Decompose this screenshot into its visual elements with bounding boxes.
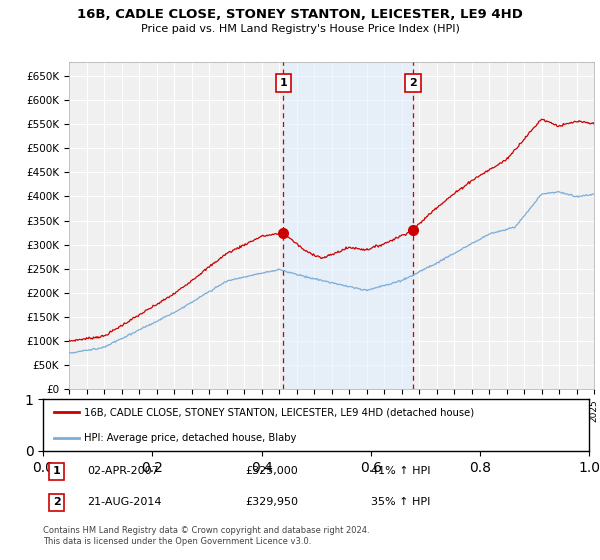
Bar — [283, 62, 413, 389]
Text: £325,000: £325,000 — [245, 466, 298, 476]
Text: 16B, CADLE CLOSE, STONEY STANTON, LEICESTER, LE9 4HD: 16B, CADLE CLOSE, STONEY STANTON, LEICES… — [77, 8, 523, 21]
Text: 2: 2 — [409, 78, 417, 88]
Text: 1: 1 — [53, 466, 61, 476]
Text: 02-APR-2007: 02-APR-2007 — [87, 466, 158, 476]
Text: 21-AUG-2014: 21-AUG-2014 — [87, 497, 161, 507]
Text: 2: 2 — [53, 497, 61, 507]
Text: 16B, CADLE CLOSE, STONEY STANTON, LEICESTER, LE9 4HD (detached house): 16B, CADLE CLOSE, STONEY STANTON, LEICES… — [84, 407, 474, 417]
Text: HPI: Average price, detached house, Blaby: HPI: Average price, detached house, Blab… — [84, 433, 296, 443]
Text: 41% ↑ HPI: 41% ↑ HPI — [371, 466, 430, 476]
Text: £329,950: £329,950 — [245, 497, 298, 507]
Text: Price paid vs. HM Land Registry's House Price Index (HPI): Price paid vs. HM Land Registry's House … — [140, 24, 460, 34]
Text: Contains HM Land Registry data © Crown copyright and database right 2024.
This d: Contains HM Land Registry data © Crown c… — [43, 526, 370, 546]
Text: 35% ↑ HPI: 35% ↑ HPI — [371, 497, 430, 507]
Text: 1: 1 — [280, 78, 287, 88]
